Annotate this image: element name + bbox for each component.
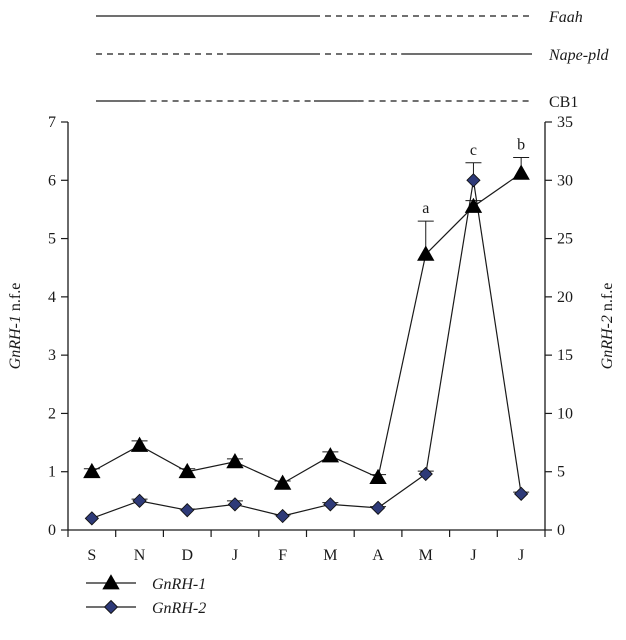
series-point-gnrh-2 xyxy=(180,503,195,518)
series-line-gnrh-2 xyxy=(91,180,522,519)
significance-label: b xyxy=(517,137,525,154)
x-tick-label: J xyxy=(518,547,524,564)
significance-label: a xyxy=(422,200,429,217)
left-axis-title-unit: n.f.e xyxy=(7,283,24,315)
legend-marker-1 xyxy=(103,599,119,615)
legend-label-1: GnRH-2 xyxy=(152,600,206,617)
left-tick-label: 3 xyxy=(48,347,56,364)
x-tick-label: D xyxy=(181,547,193,564)
series-point-gnrh-2 xyxy=(323,497,338,512)
left-tick-label: 7 xyxy=(48,114,56,131)
x-tick-label: M xyxy=(323,547,337,564)
right-tick-label: 5 xyxy=(557,464,565,481)
x-tick-label: N xyxy=(134,547,146,564)
series-point-gnrh-1 xyxy=(130,436,149,452)
right-tick-label: 30 xyxy=(557,172,573,189)
x-tick-label: J xyxy=(470,547,476,564)
series-point-gnrh-1 xyxy=(178,462,196,479)
series-point-gnrh-2 xyxy=(418,466,433,482)
right-tick-label: 0 xyxy=(557,522,565,539)
x-tick-label: M xyxy=(419,547,433,564)
right-tick-label: 25 xyxy=(557,231,573,248)
x-tick-label: J xyxy=(232,547,238,564)
right-axis-title-gene: GnRH-2 xyxy=(599,315,616,369)
right-tick-label: 20 xyxy=(557,289,573,306)
x-tick-label: S xyxy=(87,547,96,564)
right-tick-label: 15 xyxy=(557,347,573,364)
right-tick-label: 10 xyxy=(557,405,573,422)
left-tick-label: 4 xyxy=(48,289,56,306)
right-axis-title-unit: n.f.e xyxy=(599,283,616,315)
legend-label-0: GnRH-1 xyxy=(152,576,206,593)
series-point-gnrh-2 xyxy=(514,486,529,501)
series-point-gnrh-1 xyxy=(369,468,387,484)
series-point-gnrh-1 xyxy=(512,164,530,180)
series-point-gnrh-2 xyxy=(466,173,481,188)
left-tick-label: 0 xyxy=(48,522,56,539)
series-point-gnrh-1 xyxy=(464,197,483,213)
series-point-gnrh-2 xyxy=(227,497,243,512)
left-tick-label: 2 xyxy=(48,405,56,422)
series-point-gnrh-1 xyxy=(321,447,340,463)
left-axis-title-gene: GnRH-1 xyxy=(7,315,24,369)
left-tick-label: 5 xyxy=(48,231,56,248)
series-point-gnrh-1 xyxy=(417,245,435,261)
legend-marker-0 xyxy=(102,574,120,590)
significance-label: c xyxy=(470,142,477,159)
series-point-gnrh-2 xyxy=(275,508,290,524)
right-axis-title: GnRH-2 n.f.e xyxy=(599,283,616,370)
x-tick-label: A xyxy=(372,547,384,564)
x-tick-label: F xyxy=(278,547,287,564)
series-point-gnrh-2 xyxy=(370,500,386,515)
expression-bar-label-1: Nape-pld xyxy=(548,47,610,64)
series-point-gnrh-2 xyxy=(132,493,147,508)
series-point-gnrh-1 xyxy=(83,462,101,479)
series-point-gnrh-2 xyxy=(84,511,99,526)
expression-bar-label-2: CB1 xyxy=(549,94,578,111)
right-tick-label: 35 xyxy=(557,114,573,131)
left-axis-title: GnRH-1 n.f.e xyxy=(7,283,24,370)
series-line-gnrh-1 xyxy=(91,172,522,485)
series-point-gnrh-1 xyxy=(226,452,244,469)
series-point-gnrh-1 xyxy=(273,474,292,490)
left-tick-label: 6 xyxy=(48,172,56,189)
expression-bar-label-0: Faah xyxy=(548,9,583,26)
left-tick-label: 1 xyxy=(48,464,56,481)
